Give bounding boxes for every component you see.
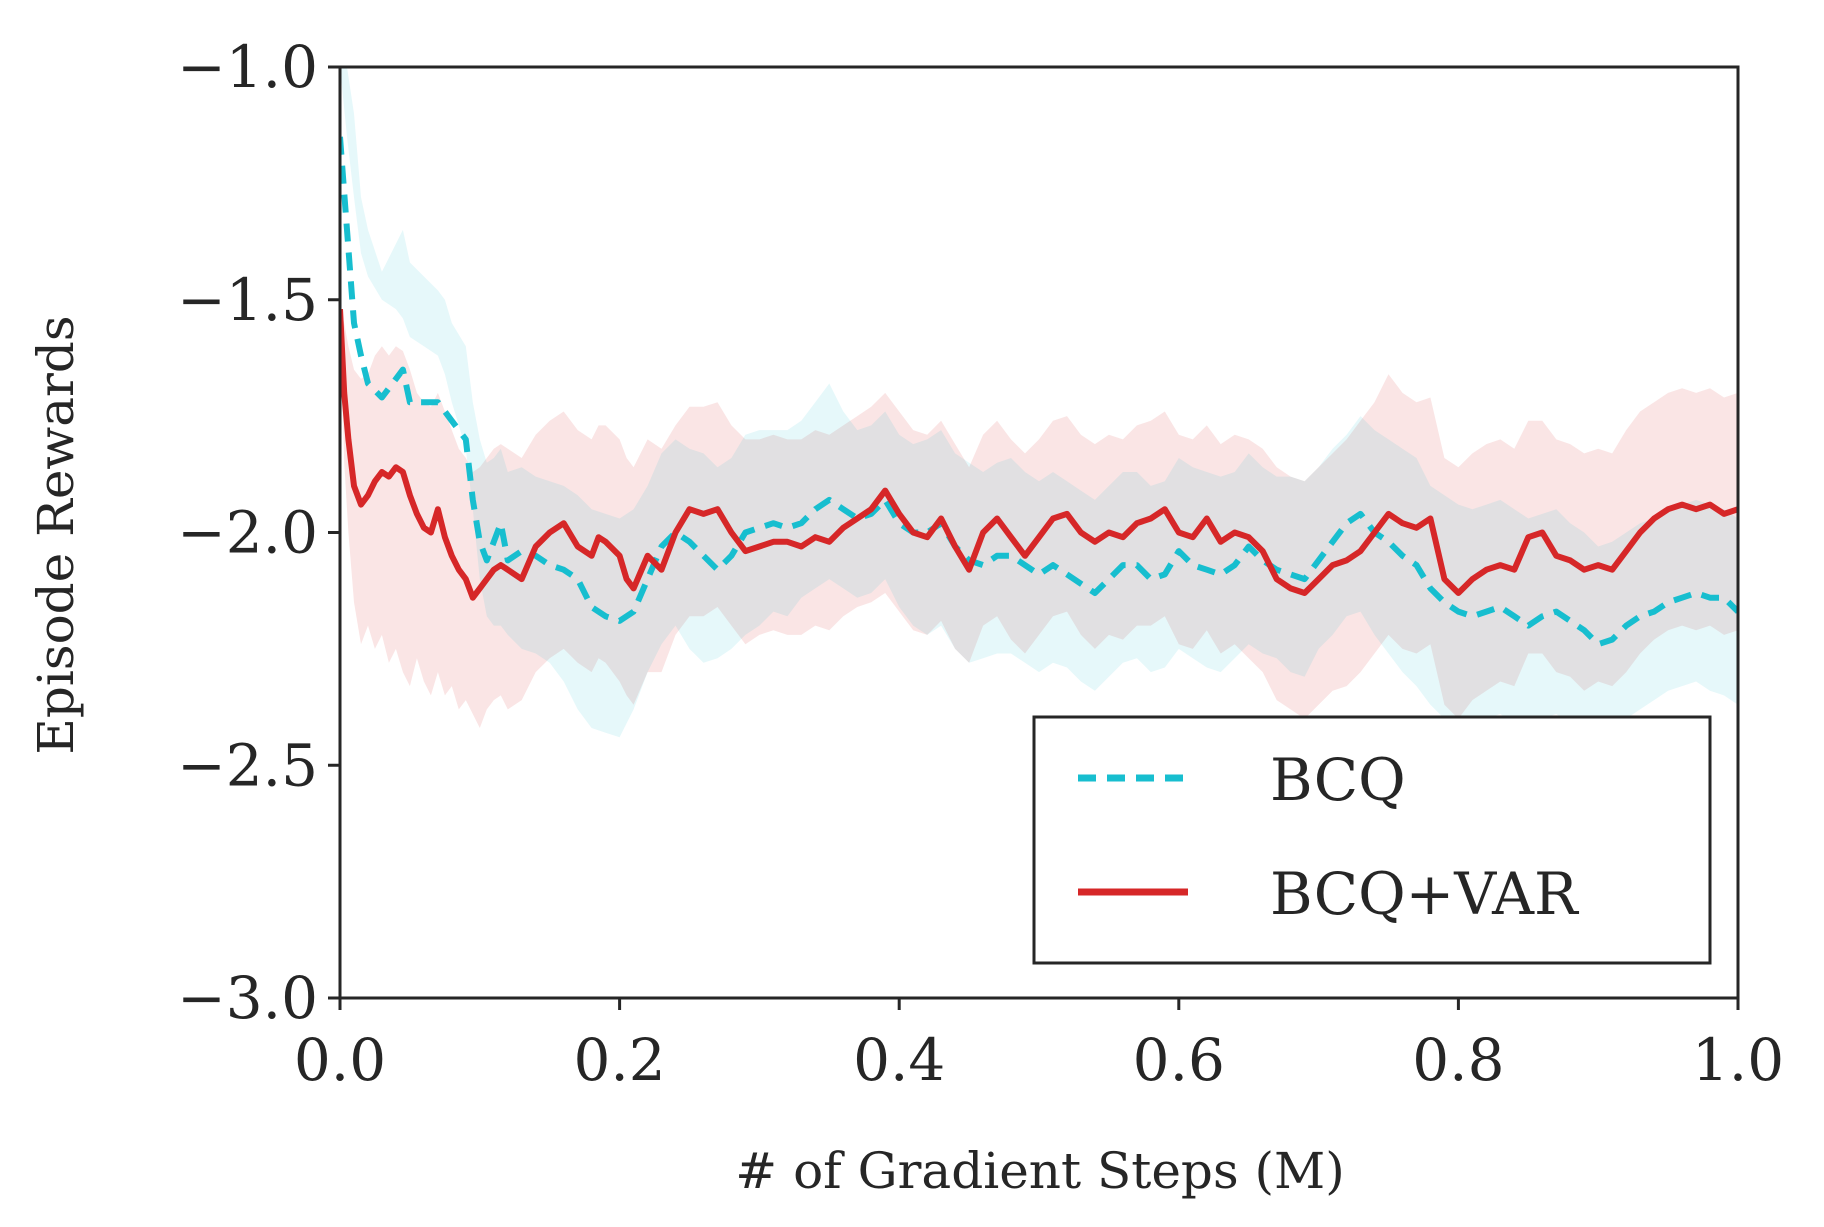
legend-label-bcq-var: BCQ+VAR xyxy=(1270,860,1580,928)
series-line-bcq-var xyxy=(340,308,1738,601)
y-axis-ticks: −3.0 −2.5 −2.0 −1.5 −1.0 xyxy=(177,33,340,1032)
series-line-bcq xyxy=(340,136,1738,648)
y-tick-label: −1.0 xyxy=(177,33,318,101)
y-tick-label: −3.0 xyxy=(177,964,318,1032)
series-lines xyxy=(340,136,1738,648)
x-tick-label: 0.6 xyxy=(1133,1026,1225,1094)
y-tick-label: −2.0 xyxy=(177,499,318,567)
x-tick-label: 0.4 xyxy=(853,1026,945,1094)
x-tick-label: 0.8 xyxy=(1412,1026,1504,1094)
y-tick-label: −2.5 xyxy=(177,731,318,799)
y-axis-label: Episode Rewards xyxy=(27,315,85,754)
confidence-bands xyxy=(340,67,1738,747)
band-bcq xyxy=(340,67,1738,747)
legend-box xyxy=(1032,715,1712,965)
x-tick-label: 0.2 xyxy=(573,1026,665,1094)
x-axis-label: # of Gradient Steps (M) xyxy=(735,1142,1344,1200)
x-axis-ticks: 0.0 0.2 0.4 0.6 0.8 1.0 xyxy=(294,998,1784,1094)
legend-label-bcq: BCQ xyxy=(1270,746,1406,814)
legend: BCQ BCQ+VAR xyxy=(1032,715,1712,965)
x-tick-label: 1.0 xyxy=(1692,1026,1784,1094)
y-tick-label: −1.5 xyxy=(177,266,318,334)
x-tick-label: 0.0 xyxy=(294,1026,386,1094)
band-bcq-var xyxy=(340,309,1738,728)
